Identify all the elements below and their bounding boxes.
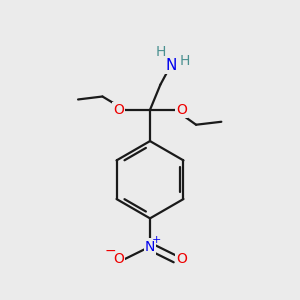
- Text: H: H: [156, 45, 166, 59]
- Text: N: N: [145, 240, 155, 254]
- Text: −: −: [104, 244, 116, 258]
- Text: N: N: [165, 58, 176, 73]
- Text: O: O: [113, 103, 124, 117]
- Text: +: +: [152, 235, 161, 245]
- Text: H: H: [180, 54, 190, 68]
- Text: O: O: [176, 103, 187, 117]
- Text: O: O: [113, 252, 124, 266]
- Text: O: O: [176, 252, 187, 266]
